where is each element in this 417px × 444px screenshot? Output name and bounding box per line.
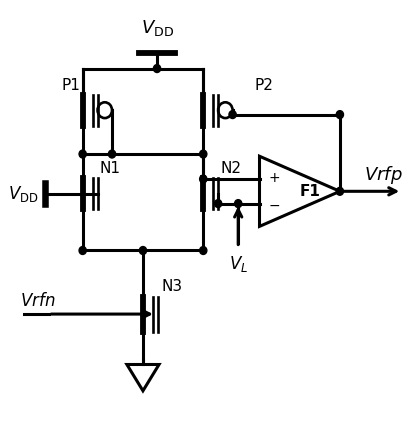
Text: $V_L$: $V_L$ (229, 254, 248, 274)
Text: N3: N3 (162, 279, 183, 294)
Circle shape (200, 246, 207, 254)
Circle shape (214, 200, 222, 207)
Text: F1: F1 (299, 184, 320, 199)
Circle shape (79, 246, 86, 254)
Text: $Vrfp$: $Vrfp$ (364, 164, 402, 186)
Text: $-$: $-$ (269, 198, 281, 212)
Circle shape (229, 111, 236, 119)
Text: P1: P1 (62, 78, 80, 93)
Circle shape (235, 200, 242, 207)
Text: N1: N1 (100, 161, 121, 176)
Text: N2: N2 (220, 161, 241, 176)
Circle shape (108, 150, 116, 158)
Text: $+$: $+$ (269, 170, 281, 185)
Text: P2: P2 (255, 78, 274, 93)
Circle shape (200, 175, 207, 183)
Text: $Vrfn$: $Vrfn$ (20, 292, 56, 309)
Circle shape (139, 246, 147, 254)
Text: $V_\mathrm{DD}$: $V_\mathrm{DD}$ (141, 18, 173, 38)
Circle shape (79, 150, 86, 158)
Circle shape (336, 111, 344, 119)
Circle shape (336, 187, 344, 195)
Circle shape (200, 150, 207, 158)
Circle shape (153, 64, 161, 72)
Text: $V_\mathrm{DD}$: $V_\mathrm{DD}$ (8, 183, 38, 203)
